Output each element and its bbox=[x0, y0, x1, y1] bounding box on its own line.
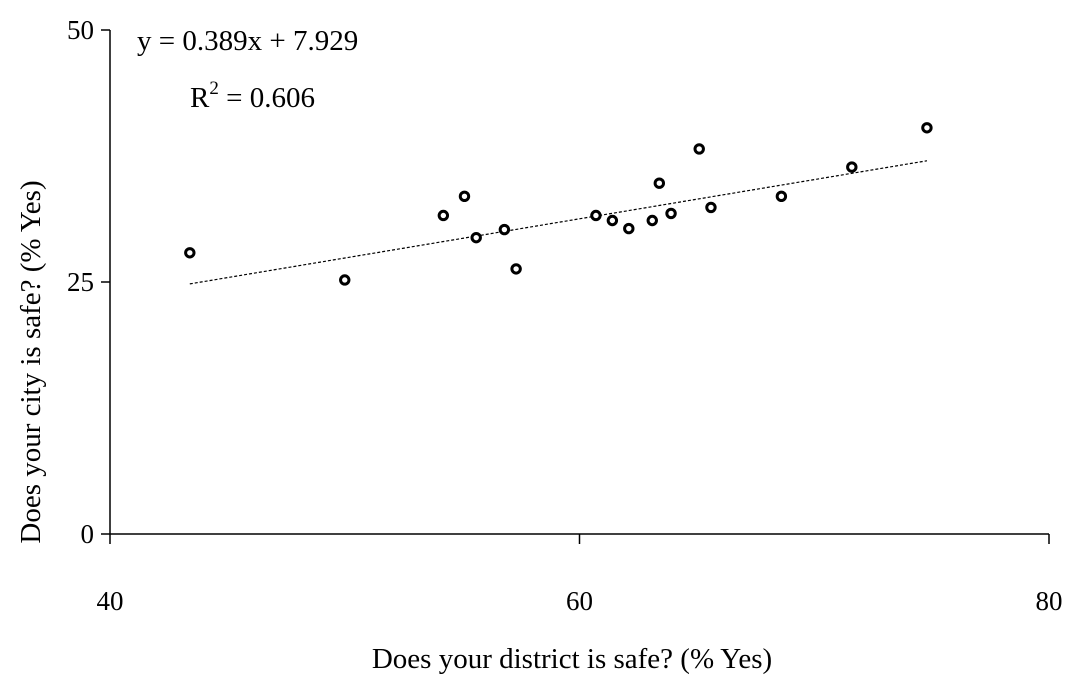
y-axis-ticks: 0 25 50 bbox=[67, 15, 110, 549]
data-point bbox=[606, 214, 619, 227]
x-axis-label: Does your district is safe? (% Yes) bbox=[372, 643, 772, 675]
data-point bbox=[846, 161, 858, 173]
r-squared-label: R2 = 0.606 bbox=[190, 78, 315, 114]
x-axis-ticks: 40 60 80 bbox=[97, 534, 1063, 616]
data-point bbox=[665, 207, 677, 220]
data-point bbox=[653, 177, 666, 189]
data-point bbox=[623, 222, 635, 235]
x-tick-label: 60 bbox=[566, 586, 593, 616]
y-tick-label: 0 bbox=[81, 519, 95, 549]
r-squared-value: = 0.606 bbox=[219, 82, 315, 114]
data-point bbox=[339, 274, 351, 286]
data-point bbox=[693, 143, 705, 155]
data-points bbox=[184, 122, 933, 286]
y-axis-label: Does your city is safe? (% Yes) bbox=[15, 180, 47, 543]
data-point bbox=[458, 190, 471, 203]
trendline-equation: y = 0.389x + 7.929 bbox=[137, 25, 358, 57]
data-point bbox=[184, 247, 196, 259]
x-tick-label: 80 bbox=[1036, 586, 1063, 616]
data-point bbox=[921, 122, 933, 134]
data-point bbox=[705, 201, 717, 214]
x-tick-label: 40 bbox=[97, 586, 124, 616]
data-point bbox=[775, 190, 788, 203]
data-point bbox=[437, 209, 450, 222]
data-point bbox=[498, 223, 511, 236]
data-point bbox=[510, 263, 522, 275]
data-point bbox=[470, 231, 482, 244]
r-squared-prefix: R bbox=[190, 82, 210, 114]
data-point bbox=[590, 209, 602, 222]
data-point bbox=[646, 214, 658, 227]
trendline-layer bbox=[189, 160, 928, 285]
y-tick-label: 50 bbox=[67, 15, 94, 45]
r-squared-superscript: 2 bbox=[209, 78, 219, 99]
trendline bbox=[189, 160, 928, 285]
y-tick-label: 25 bbox=[67, 267, 94, 297]
